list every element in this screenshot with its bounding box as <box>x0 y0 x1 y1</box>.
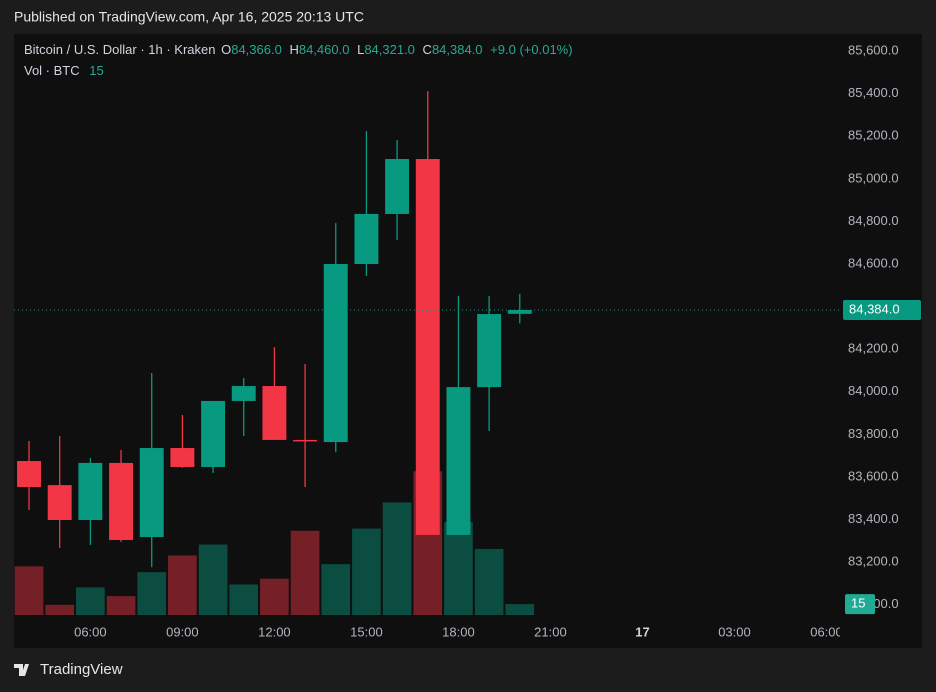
candle-body <box>446 387 471 535</box>
volume-bar <box>290 530 320 615</box>
ohlc-value: 84,321.0 <box>364 42 415 57</box>
volume-bar <box>14 566 44 615</box>
logo-icon <box>14 664 29 676</box>
volume-bar <box>168 555 197 615</box>
candle-body <box>170 448 195 467</box>
candle-body <box>507 310 532 314</box>
volume-bar <box>198 544 228 615</box>
candle-body <box>323 264 348 443</box>
y-tick-label: 85,600.0 <box>848 42 899 57</box>
candle-body <box>477 314 502 388</box>
candle-body <box>231 386 256 401</box>
volume-bar <box>352 528 381 615</box>
candle-body <box>293 439 318 442</box>
candle-body <box>139 448 164 538</box>
x-tick-label: 17 <box>635 624 649 639</box>
ohlc-value: 84,366.0 <box>231 42 282 57</box>
volume-legend: Vol · BTC 15 <box>24 63 104 78</box>
change: +9.0 (+0.01%) <box>490 42 572 57</box>
volume-label: Vol · BTC <box>24 63 80 78</box>
volume-bar <box>505 604 535 615</box>
volume-bar <box>260 578 289 615</box>
x-tick-label: 12:00 <box>258 624 291 639</box>
candle-body <box>109 462 134 541</box>
candle-body <box>17 461 41 488</box>
y-tick-label: 83,200.0 <box>848 554 899 569</box>
candle-body <box>262 386 287 440</box>
candle-body <box>201 400 226 467</box>
candle-body <box>354 213 379 265</box>
volume-badge-label: 15 <box>851 596 865 611</box>
y-tick-label: 83,600.0 <box>848 468 899 483</box>
volume-bar <box>321 564 351 615</box>
x-tick-label: 06:00 <box>74 624 107 639</box>
volume-bar <box>106 596 136 615</box>
ohlc-key: O <box>221 42 231 57</box>
volume-bar <box>76 587 105 615</box>
chart-panel <box>14 34 922 648</box>
x-tick-label: 18:00 <box>442 624 475 639</box>
volume-bar <box>382 502 412 615</box>
ohlc-key: C <box>423 42 432 57</box>
plot <box>14 91 840 615</box>
y-tick-label: 84,000.0 <box>848 383 899 398</box>
candle-body <box>47 485 72 521</box>
y-tick-label: 84,200.0 <box>848 341 899 356</box>
legend-row: Bitcoin / U.S. Dollar · 1h · Kraken O84,… <box>24 42 573 57</box>
volume-value: 15 <box>89 63 103 78</box>
y-tick-label: 85,000.0 <box>848 170 899 185</box>
y-tick-label: 84,600.0 <box>848 255 899 270</box>
ohlc-value: 84,460.0 <box>299 42 350 57</box>
candle-body <box>78 462 103 521</box>
last-price-label: 84,384.0 <box>849 301 900 316</box>
volume-bar <box>444 522 473 615</box>
header: Published on TradingView.com, Apr 16, 20… <box>14 9 364 25</box>
candle-body <box>385 159 410 214</box>
candle-body <box>415 159 440 535</box>
logo-text: TradingView <box>40 661 123 678</box>
volume-badge <box>845 594 875 615</box>
x-tick-label: 09:00 <box>166 624 199 639</box>
ohlc-key: H <box>289 42 298 57</box>
y-tick-label: 83,400.0 <box>848 511 899 526</box>
symbol: Bitcoin / U.S. Dollar · 1h · Kraken <box>24 42 215 57</box>
volume-bar <box>137 572 167 615</box>
y-tick-label: 85,200.0 <box>848 128 899 143</box>
y-tick-label: 83,800.0 <box>848 426 899 441</box>
ohlc-key: L <box>357 42 364 57</box>
ohlc-value: 84,384.0 <box>432 42 483 57</box>
volume-bar <box>229 584 259 615</box>
logo: TradingView <box>14 661 123 678</box>
x-tick-label: 03:00 <box>718 624 751 639</box>
y-tick-label: 85,400.0 <box>848 85 899 100</box>
volume-bar <box>474 548 504 615</box>
x-tick-label: 06:00 <box>810 624 843 639</box>
x-tick-label: 21:00 <box>534 624 567 639</box>
y-tick-label: 84,800.0 <box>848 213 899 228</box>
volume-bar <box>45 604 75 615</box>
x-tick-label: 15:00 <box>350 624 383 639</box>
x-axis: 06:00 09:00 12:00 15:00 18:00 21:00 17 03:00 06:… <box>74 615 843 639</box>
last-price-badge <box>843 300 921 321</box>
overlay: 83,000.083,200.083,400.083,600.083,800.0… <box>840 42 921 615</box>
